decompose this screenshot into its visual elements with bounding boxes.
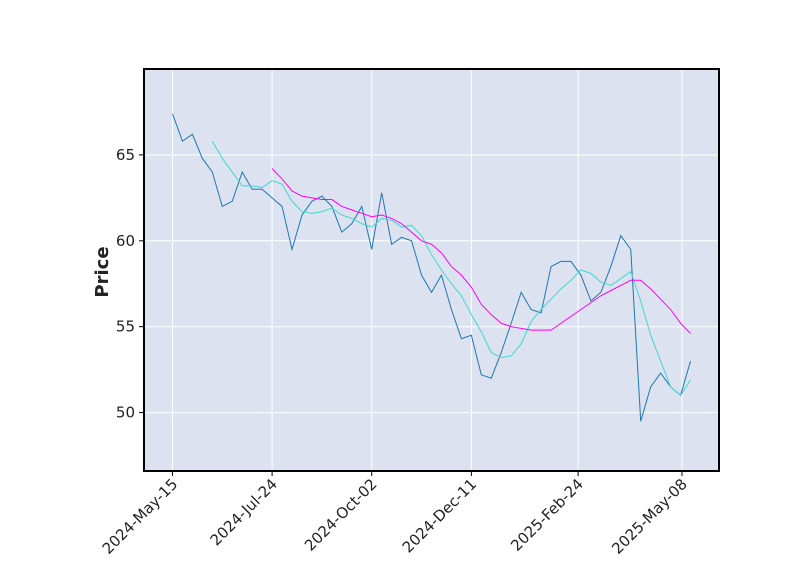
y-tick-label: 55 xyxy=(116,318,135,336)
x-tick-label: 2024-Dec-11 xyxy=(399,475,480,556)
y-tick-label: 60 xyxy=(116,232,135,250)
x-tick-label: 2024-May-15 xyxy=(99,475,182,558)
x-tick-label: 2024-Jul-24 xyxy=(207,475,281,549)
x-tick-label: 2025-Feb-24 xyxy=(507,475,587,555)
y-tick-label: 65 xyxy=(116,146,135,164)
y-tick-label: 50 xyxy=(116,404,135,422)
price-line xyxy=(171,113,692,422)
price-line xyxy=(211,140,691,397)
plot-background xyxy=(144,69,719,471)
x-tick-label: 2024-Oct-02 xyxy=(301,475,381,555)
price-line xyxy=(271,168,691,334)
plot-frame xyxy=(143,68,720,472)
x-tick-label: 2025-May-08 xyxy=(608,475,691,558)
y-axis-label: Price xyxy=(92,246,113,297)
